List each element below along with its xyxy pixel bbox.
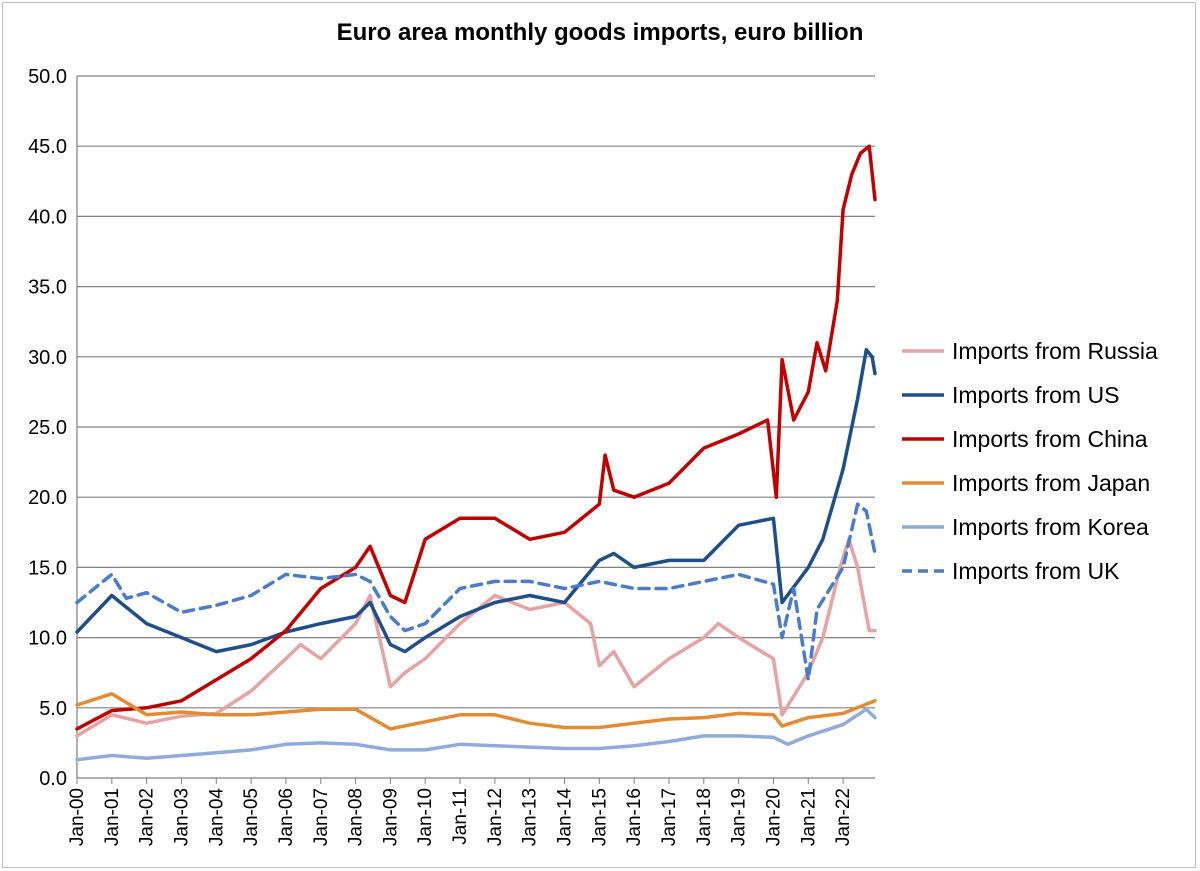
chart-title: Euro area monthly goods imports, euro bi… <box>337 19 864 46</box>
y-tick-label: 15.0 <box>28 557 67 579</box>
x-tick-label: Jan-04 <box>206 788 227 847</box>
y-tick-label: 25.0 <box>28 417 67 439</box>
y-tick-label: 20.0 <box>28 487 67 509</box>
x-tick-label: Jan-03 <box>171 788 192 846</box>
x-tick-label: Jan-09 <box>380 788 401 846</box>
x-tick-label: Jan-17 <box>659 788 680 846</box>
legend-label-imports-from-us: Imports from US <box>952 382 1119 408</box>
x-tick-label: Jan-06 <box>276 788 297 846</box>
x-tick-label: Jan-12 <box>485 788 506 846</box>
y-tick-label: 0.0 <box>39 768 67 790</box>
x-tick-label: Jan-00 <box>67 788 88 846</box>
x-tick-label: Jan-21 <box>798 788 819 846</box>
legend: Imports from Russia Imports from US Import… <box>902 338 1158 584</box>
x-tick-label: Jan-20 <box>763 788 784 846</box>
x-tick-label: Jan-10 <box>415 788 436 846</box>
x-tick-label: Jan-05 <box>241 788 262 846</box>
x-tick-label: Jan-18 <box>694 788 715 846</box>
x-axis: Jan-00 Jan-01 Jan-02 Jan-03 Jan-04 Jan-05 Jan-… <box>67 76 854 846</box>
legend-label-imports-from-korea: Imports from Korea <box>952 514 1149 540</box>
series-line-imports-from-uk <box>75 502 877 682</box>
x-tick-label: Jan-02 <box>137 788 158 846</box>
x-tick-label: Jan-13 <box>520 788 541 846</box>
y-tick-label: 30.0 <box>28 347 67 369</box>
y-tick-label: 50.0 <box>28 66 67 88</box>
x-tick-label: Jan-15 <box>589 788 610 846</box>
series-line-imports-from-us <box>75 348 877 654</box>
legend-label-imports-from-japan: Imports from Japan <box>952 470 1150 496</box>
y-tick-label: 40.0 <box>28 206 67 228</box>
series-line-imports-from-china <box>75 144 877 731</box>
x-tick-label: Jan-22 <box>833 788 854 846</box>
series-line-imports-from-korea <box>75 707 877 762</box>
y-tick-label: 45.0 <box>28 136 67 158</box>
x-tick-label: Jan-16 <box>624 788 645 846</box>
legend-label-imports-from-uk: Imports from UK <box>952 558 1120 584</box>
y-tick-label: 10.0 <box>28 628 67 650</box>
x-tick-label: Jan-11 <box>450 788 471 845</box>
x-tick-label: Jan-07 <box>311 788 332 846</box>
x-tick-label: Jan-01 <box>102 788 123 846</box>
legend-label-imports-from-russia: Imports from Russia <box>952 338 1158 364</box>
series-lines <box>75 144 877 762</box>
series-line-imports-from-japan <box>75 692 877 731</box>
y-axis-ticks: 0.0 5.0 10.0 15.0 20.0 25.0 30.0 35.0 40.0 45.0 50… <box>28 66 67 790</box>
x-tick-label: Jan-14 <box>555 788 576 847</box>
x-tick-label: Jan-08 <box>346 788 367 846</box>
gridlines <box>77 75 875 779</box>
y-tick-label: 35.0 <box>28 277 67 299</box>
legend-label-imports-from-china: Imports from China <box>952 426 1148 452</box>
x-tick-label: Jan-19 <box>729 788 750 846</box>
y-tick-label: 5.0 <box>39 698 67 720</box>
